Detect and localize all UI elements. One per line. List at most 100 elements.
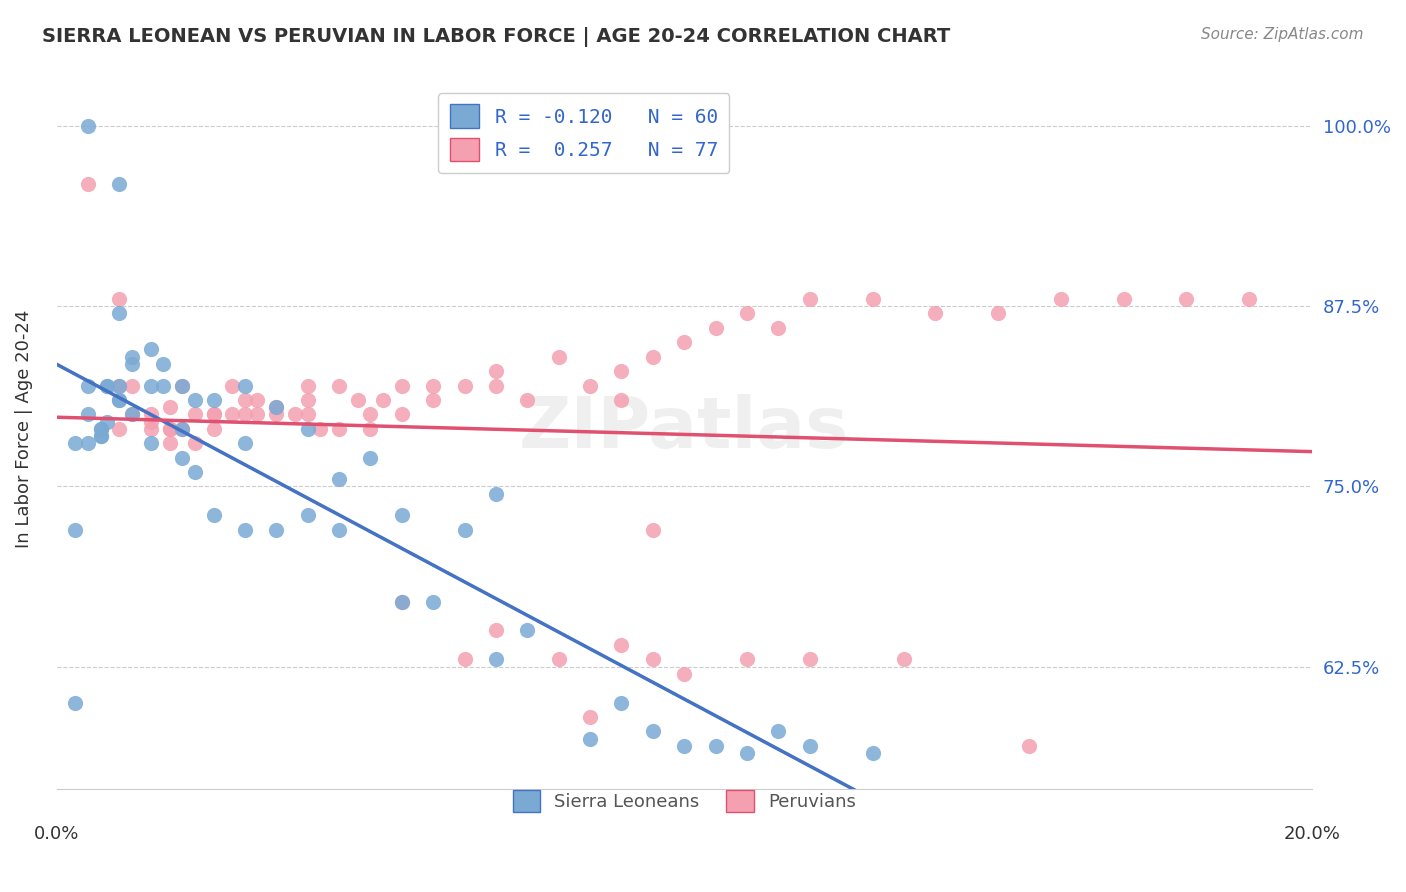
Text: SIERRA LEONEAN VS PERUVIAN IN LABOR FORCE | AGE 20-24 CORRELATION CHART: SIERRA LEONEAN VS PERUVIAN IN LABOR FORC… [42,27,950,46]
Point [77,119,100,133]
Point [735,306,758,320]
Point [359,450,381,465]
Point [641,350,664,364]
Point [893,652,915,666]
Point [172,422,194,436]
Point [96,378,118,392]
Point [183,436,205,450]
Point [159,400,181,414]
Point [359,422,381,436]
Point [610,364,633,378]
Point [799,292,821,306]
Point [673,335,696,350]
Point [266,400,288,414]
Point [108,292,131,306]
Point [579,378,602,392]
Point [547,652,569,666]
Point [453,523,475,537]
Point [172,422,194,436]
Point [202,392,225,407]
Point [673,666,696,681]
Point [799,739,821,753]
Y-axis label: In Labor Force | Age 20-24: In Labor Force | Age 20-24 [15,310,32,548]
Point [139,415,162,429]
Point [862,746,884,760]
Point [139,422,162,436]
Point [485,378,508,392]
Point [297,408,319,422]
Point [371,392,394,407]
Point [422,392,444,407]
Point [309,422,332,436]
Point [108,177,131,191]
Point [108,392,131,407]
Point [297,392,319,407]
Point [139,343,162,357]
Point [516,624,538,638]
Point [485,486,508,500]
Text: ZIPatlas: ZIPatlas [519,394,849,463]
Point [96,415,118,429]
Point [202,408,225,422]
Point [485,364,508,378]
Point [139,436,162,450]
Point [233,523,256,537]
Point [108,378,131,392]
Point [159,436,181,450]
Point [579,731,602,746]
Point [202,408,225,422]
Point [90,429,112,443]
Point [641,652,664,666]
Point [246,392,269,407]
Point [77,378,100,392]
Point [266,400,288,414]
Point [422,595,444,609]
Point [987,306,1010,320]
Point [704,739,727,753]
Point [172,450,194,465]
Point [391,408,413,422]
Point [768,321,790,335]
Point [1050,292,1073,306]
Point [485,652,508,666]
Point [108,392,131,407]
Point [347,392,370,407]
Point [328,472,350,486]
Point [77,436,100,450]
Point [159,422,181,436]
Point [391,508,413,523]
Point [172,378,194,392]
Point [862,292,884,306]
Point [266,523,288,537]
Point [108,378,131,392]
Point [172,378,194,392]
Point [139,378,162,392]
Point [579,710,602,724]
Point [641,523,664,537]
Point [1018,739,1040,753]
Point [453,378,475,392]
Point [391,595,413,609]
Point [328,523,350,537]
Point [152,378,174,392]
Point [516,392,538,407]
Point [90,429,112,443]
Point [65,436,87,450]
Point [159,422,181,436]
Point [65,696,87,710]
Point [328,422,350,436]
Point [391,378,413,392]
Point [924,306,946,320]
Point [121,408,143,422]
Point [704,321,727,335]
Point [108,306,131,320]
Point [328,378,350,392]
Point [90,422,112,436]
Point [297,378,319,392]
Point [221,408,243,422]
Point [183,392,205,407]
Point [799,652,821,666]
Point [121,357,143,371]
Point [266,408,288,422]
Point [768,724,790,739]
